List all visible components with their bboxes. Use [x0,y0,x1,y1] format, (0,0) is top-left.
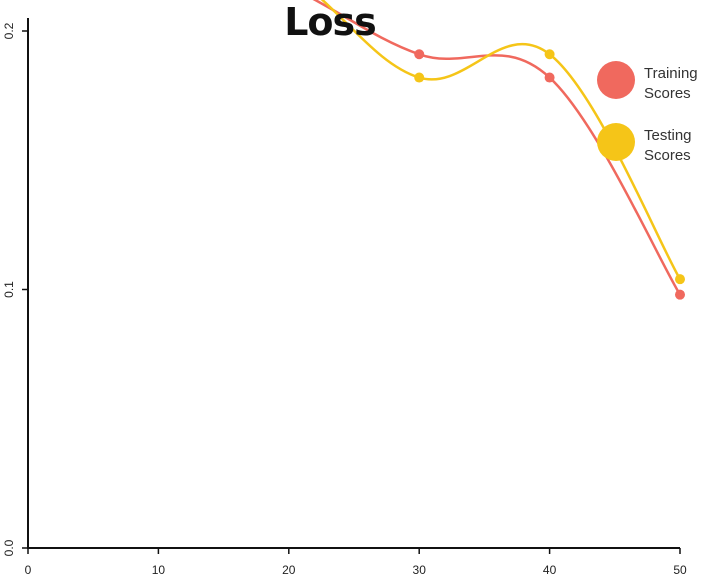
series-line-testing [320,0,682,280]
chart-title: Loss [284,0,377,44]
x-tick-label: 40 [543,563,557,577]
x-tick-label: 50 [673,563,687,577]
legend-item-testing: Testing Scores [597,120,707,178]
series-layer [312,0,685,300]
y-tick-label: 0.0 [2,539,16,556]
x-tick-label: 10 [152,563,166,577]
axes [22,18,681,554]
legend-label-testing: Testing Scores [644,127,692,164]
legend: Training Scores Testing Scores [597,58,707,182]
x-tick-label: 20 [282,563,296,577]
data-point-training [675,289,685,300]
legend-swatch-training [597,61,635,99]
y-tick-label: 0.2 [2,22,16,39]
x-tick-label: 30 [413,563,427,577]
legend-swatch-testing [597,123,635,161]
legend-item-training: Training Scores [597,58,707,116]
data-point-training [544,72,555,83]
x-tick-label: 0 [25,563,32,577]
data-point-testing [414,72,425,83]
tick-labels: 0 10 20 30 40 50 0.0 0.1 0.2 [2,22,687,577]
data-point-training [414,49,425,60]
series-line-training [312,0,682,296]
data-point-testing [675,274,685,285]
data-point-testing [544,49,555,60]
legend-label-training: Training Scores [644,65,698,102]
y-tick-label: 0.1 [2,281,16,298]
